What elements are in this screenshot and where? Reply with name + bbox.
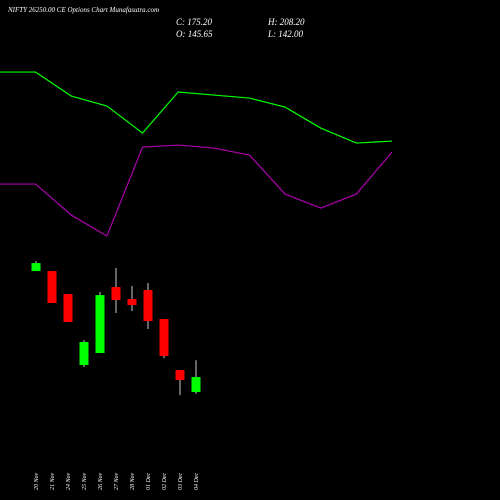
- x-tick-label: 03 Dec: [178, 473, 184, 490]
- chart-title: NIFTY 26250.00 CE Options Chart Munafasu…: [7, 6, 159, 14]
- x-tick-label: 01 Dec: [146, 473, 152, 490]
- x-tick-label: 26 Nov: [98, 472, 104, 490]
- x-tick-label: 24 Nov: [65, 472, 72, 490]
- x-tick-label: 28 Nov: [130, 472, 136, 490]
- candle-body: [127, 299, 137, 306]
- candle-body: [95, 295, 105, 354]
- low-label: L: 142.00: [267, 29, 304, 39]
- x-tick-label: 21 Nov: [50, 472, 56, 490]
- candle-body: [191, 377, 201, 393]
- x-tick-label: 25 Nov: [82, 472, 88, 490]
- candle-body: [79, 342, 89, 366]
- candle-body: [159, 319, 169, 357]
- candle-body: [143, 290, 153, 322]
- candle-body: [47, 271, 57, 304]
- x-tick-label: 20 Nov: [34, 472, 40, 490]
- candle-body: [63, 294, 73, 323]
- candle-body: [31, 263, 41, 272]
- candle-body: [111, 287, 121, 301]
- x-tick-label: 04 Dec: [193, 473, 200, 490]
- x-tick-label: 02 Dec: [162, 473, 168, 490]
- indicator-line: [0, 71, 393, 144]
- high-label: H: 208.20: [267, 17, 305, 27]
- close-label: C: 175.20: [176, 17, 213, 27]
- x-tick-label: 27 Nov: [114, 472, 120, 490]
- candle-body: [175, 370, 185, 381]
- open-label: O: 145.65: [176, 29, 213, 39]
- indicator-line: [0, 144, 393, 237]
